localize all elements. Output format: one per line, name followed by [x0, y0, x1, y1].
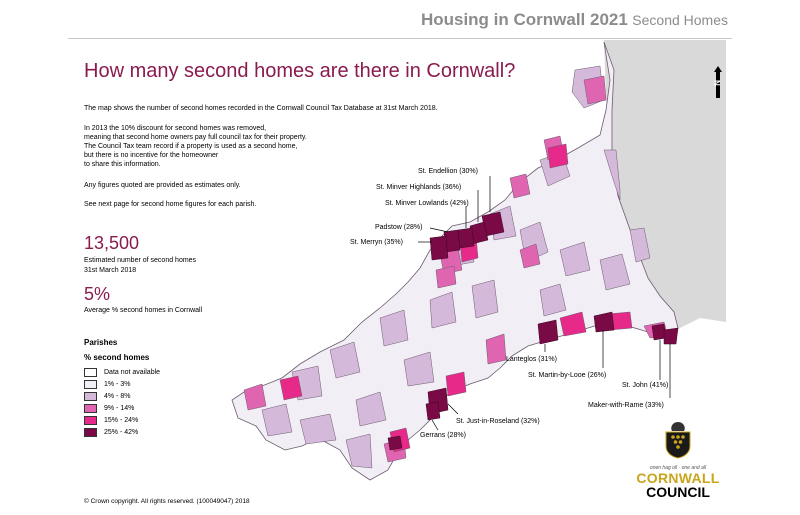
label-maker-with-rame: Maker-with-Rame (33%) — [588, 402, 664, 409]
north-label: N — [712, 80, 721, 86]
st-martin-parish — [593, 311, 615, 333]
legend-swatch — [84, 367, 97, 377]
label-st-merryn: St. Merryn (35%) — [350, 239, 403, 246]
maker-with-rame-parish — [663, 327, 679, 345]
legend-swatch — [84, 415, 97, 425]
crest-icon — [665, 422, 691, 459]
map-leader-lines — [418, 176, 671, 431]
label-gerrans: Gerrans (28%) — [420, 432, 466, 439]
discount-line-5: to share this information. — [84, 161, 161, 168]
header-divider — [68, 38, 732, 39]
legend-item: 25% - 42% — [84, 426, 160, 438]
legend-item: 1% - 3% — [84, 378, 160, 390]
lanteglos-parish — [537, 319, 559, 345]
st-merryn-parish — [429, 235, 449, 261]
next-page-note: See next page for second home figures fo… — [84, 201, 257, 208]
legend-item: 4% - 8% — [84, 390, 160, 402]
legend-swatch — [84, 427, 97, 437]
total-second-homes-date: 31st March 2018 — [84, 267, 137, 274]
label-st-minver-lowlands: St. Minver Lowlands (42%) — [385, 200, 469, 207]
legend-swatch — [84, 403, 97, 413]
label-padstow: Padstow (28%) — [375, 224, 422, 231]
parishes-25-42 — [387, 211, 679, 451]
page-header: Housing in Cornwall 2021 Second Homes — [421, 10, 728, 30]
legend-subheading: % second homes — [84, 353, 150, 362]
page-title: How many second homes are there in Cornw… — [84, 60, 516, 82]
discount-line-1: In 2013 the 10% discount for second home… — [84, 125, 267, 132]
label-st-minver-highlands: St. Minver Highlands (36%) — [376, 184, 461, 191]
north-arrow-icon: N — [712, 66, 722, 98]
st-minver-lowlands-parish — [457, 227, 475, 249]
label-st-martin: St. Martin-by-Looe (26%) — [528, 372, 606, 379]
devon-land — [604, 40, 726, 330]
header-subtitle: Second Homes — [632, 12, 728, 28]
gerrans-parish — [425, 401, 441, 421]
label-lanteglos: Lanteglos (31%) — [506, 356, 557, 363]
average-pct-label: Average % second homes in Cornwall — [84, 307, 203, 314]
legend-item: 9% - 14% — [84, 402, 160, 414]
header-title: Housing in Cornwall 2021 — [420, 10, 628, 29]
estimate-note: Any figures quoted are provided as estim… — [84, 182, 241, 189]
intro-paragraph: The map shows the number of second homes… — [84, 105, 438, 112]
cornwall-council-logo: onen hag oll · one and all CORNWALL COUN… — [636, 420, 720, 499]
total-second-homes-label: Estimated number of second homes — [84, 257, 197, 264]
label-st-john: St. John (41%) — [622, 382, 668, 389]
discount-line-4: but there is no incentive for the homeow… — [84, 152, 219, 159]
logo-motto: onen hag oll · one and all — [649, 465, 707, 471]
legend-swatch — [84, 391, 97, 401]
discount-line-3: The Council Tax team record if a propert… — [84, 143, 298, 150]
average-pct-value: 5% — [84, 284, 111, 304]
legend-item: Data not available — [84, 366, 160, 378]
discount-line-2: meaning that second home owners pay full… — [84, 134, 307, 141]
legend-item: 15% - 24% — [84, 414, 160, 426]
parishes-4-8 — [261, 65, 651, 469]
logo-line-1: CORNWALL — [636, 470, 720, 486]
legend-heading: Parishes — [84, 338, 118, 347]
label-st-endellion: St. Endellion (30%) — [418, 168, 478, 175]
logo-line-2: COUNCIL — [646, 484, 710, 500]
map-legend: Parishes % second homes Data not availab… — [84, 338, 160, 438]
copyright-footer: © Crown copyright. All rights reserved. … — [84, 498, 250, 505]
total-second-homes-value: 13,500 — [84, 233, 140, 253]
legend-swatch — [84, 379, 97, 389]
label-st-just: St. Just-in-Roseland (32%) — [456, 418, 540, 425]
